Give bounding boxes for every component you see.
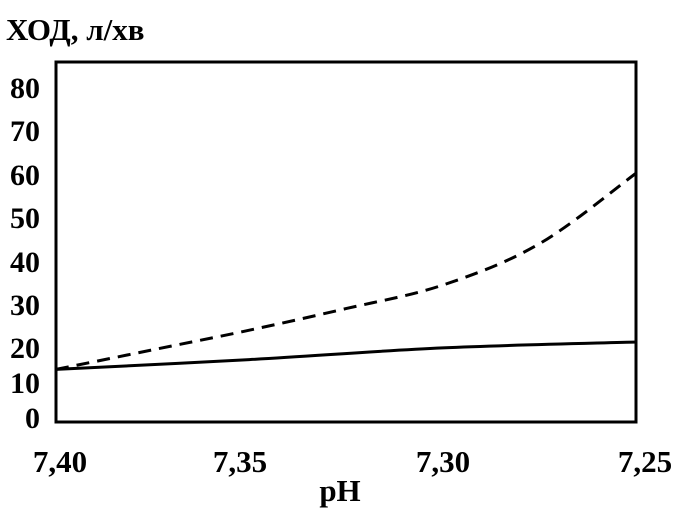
y-tick-label: 50 — [10, 202, 40, 235]
y-tick-label: 0 — [25, 402, 40, 435]
y-tick-label: 40 — [10, 246, 40, 279]
x-tick-label: 7,30 — [416, 444, 470, 479]
y-tick-label: 20 — [10, 332, 40, 365]
series-layer — [55, 171, 637, 371]
x-tick-label: 7,35 — [213, 444, 267, 479]
series-line-dashed — [55, 171, 637, 371]
y-tick-label: 30 — [10, 289, 40, 322]
series-line-solid — [55, 340, 637, 371]
x-axis-ticks: 7,40 7,35 7,30 7,25 — [33, 444, 672, 479]
y-tick-label: 70 — [10, 115, 40, 148]
x-tick-label: 7,40 — [33, 444, 87, 479]
y-tick-label: 60 — [10, 159, 40, 192]
y-axis-title: ХОД, л/хв — [6, 12, 144, 47]
x-axis-title: pH — [319, 473, 360, 508]
x-tick-label: 7,25 — [618, 444, 672, 479]
y-tick-label: 80 — [10, 72, 40, 105]
plot-area-frame — [54, 60, 638, 424]
y-tick-label: 10 — [10, 367, 40, 400]
